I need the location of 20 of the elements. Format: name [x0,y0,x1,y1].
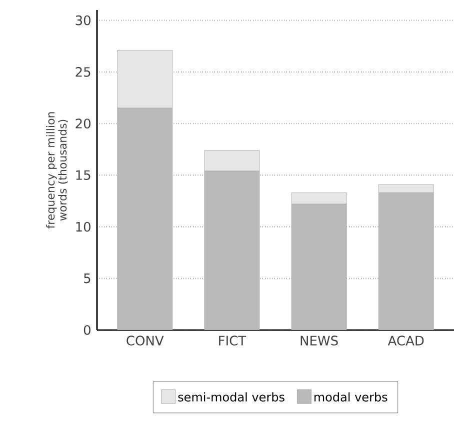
bar [378,192,434,330]
y-tick-label: 5 [84,274,90,284]
x-tick-label: CONV [126,336,164,346]
bar [204,170,260,330]
bar [204,150,260,172]
y-tick-label: 0 [84,325,90,335]
x-tick-label: NEWS [300,336,338,346]
x-tick-label: ACAD [388,336,424,346]
y-tick-label: 25 [76,67,90,77]
bar [291,192,347,204]
y-axis-title: frequency per million words (thousands) [46,112,68,228]
bar [291,204,347,330]
legend-label: modal verbs [314,392,388,402]
y-tick-label: 10 [76,222,90,232]
x-tick-label: FICT [219,336,246,346]
y-tick-label: 30 [76,15,90,26]
bar [117,108,173,330]
y-tick-label: 20 [76,118,90,128]
y-tick-label: 15 [76,170,90,180]
legend-label: semi-modal verbs [178,392,284,402]
